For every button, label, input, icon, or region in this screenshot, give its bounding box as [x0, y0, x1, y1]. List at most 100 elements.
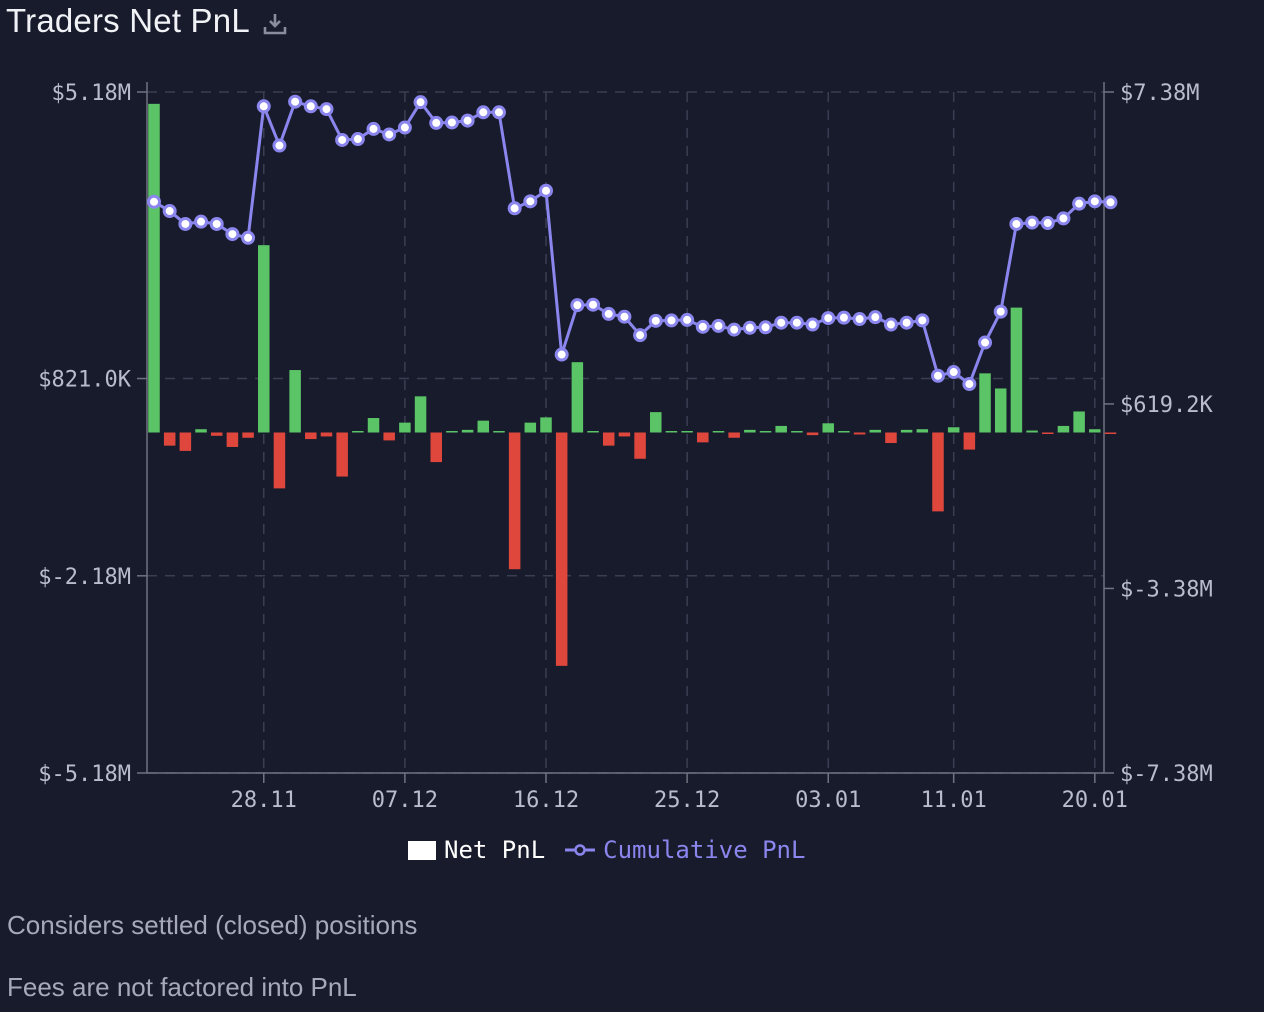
net-pnl-bar — [461, 429, 474, 433]
cumulative-pnl-point — [209, 216, 224, 231]
cumulative-pnl-point — [429, 115, 444, 130]
net-pnl-bar — [806, 432, 819, 436]
left-tick-label: $-5.18M — [38, 762, 131, 787]
cumulative-pnl-point — [476, 105, 491, 120]
net-pnl-bar — [242, 432, 254, 438]
cumulative-pnl-point — [147, 194, 161, 209]
cumulative-pnl-point — [633, 328, 648, 343]
net-pnl-bar — [587, 431, 599, 433]
legend-label-net-pnl: Net PnL — [444, 836, 546, 864]
cumulative-pnl-point — [272, 138, 287, 153]
right-tick-label: $-3.38M — [1120, 577, 1213, 602]
cumulative-pnl-point — [570, 298, 585, 313]
left-tick-label: $821.0K — [38, 368, 131, 393]
cumulative-pnl-point — [194, 214, 209, 229]
net-pnl-bar — [1104, 432, 1117, 434]
net-pnl-bar — [210, 432, 223, 436]
net-pnl-bar — [728, 432, 740, 438]
cumulative-pnl-point — [397, 120, 412, 135]
cumulative-pnl-point — [241, 230, 256, 245]
net-pnl-bar — [994, 388, 1007, 433]
download-icon[interactable] — [262, 11, 288, 37]
net-pnl-bar — [947, 427, 960, 433]
cumulative-pnl-point — [225, 227, 240, 242]
net-pnl-bar — [195, 429, 207, 433]
net-pnl-bar — [508, 432, 521, 570]
cumulative-pnl-point — [821, 311, 836, 326]
net-pnl-bar — [712, 431, 725, 433]
cumulative-pnl-point — [946, 365, 961, 380]
note-fees: Fees are not factored into PnL — [7, 972, 357, 1002]
net-pnl-bar — [963, 432, 976, 450]
cumulative-pnl-line — [153, 100, 1111, 386]
net-pnl-bar — [979, 373, 991, 433]
net-pnl-bar — [665, 431, 678, 433]
cumulative-pnl-point — [617, 309, 632, 324]
net-pnl-bar — [838, 431, 850, 433]
cumulative-pnl-point — [1087, 194, 1102, 209]
cumulative-pnl-point — [742, 320, 757, 335]
cumulative-pnl-point — [868, 310, 883, 325]
cumulative-pnl-point — [648, 313, 663, 328]
chart-title: Traders Net PnL — [6, 2, 250, 39]
net-pnl-bar — [383, 432, 395, 441]
cumulative-pnl-point — [460, 113, 475, 128]
x-tick-label: 25.12 — [654, 788, 720, 813]
cumulative-pnl-point — [711, 318, 726, 333]
cumulative-pnl-point — [1103, 195, 1118, 210]
net-pnl-bar — [226, 432, 239, 447]
cumulative-pnl-point — [1009, 216, 1024, 231]
pnl-chart: $5.18M $821.0K $-2.18M $-5.18M $7.38M $619.2K… — [38, 81, 1213, 813]
net-pnl-bar — [1073, 411, 1085, 433]
right-tick-label: $-7.38M — [1120, 762, 1213, 787]
cumulative-pnl-point — [805, 317, 820, 332]
cumulative-pnl-point — [1072, 196, 1087, 211]
cumulative-pnl-point — [444, 115, 459, 130]
cumulative-pnl-point — [695, 319, 710, 334]
net-pnl-bar — [446, 431, 458, 433]
right-tick-label: $619.2K — [1120, 393, 1213, 418]
net-pnl-bar — [273, 432, 286, 489]
net-pnl-bar — [634, 432, 646, 459]
cumulative-pnl-point — [288, 94, 303, 109]
net-pnl-bar — [869, 429, 882, 433]
net-pnl-bar — [289, 370, 301, 433]
legend-label-cumulative-pnl: Cumulative PnL — [603, 836, 806, 864]
cumulative-pnl-point — [413, 95, 428, 110]
net-pnl-bar — [1042, 432, 1054, 434]
net-pnl-bar — [163, 432, 176, 446]
cumulative-pnl-point — [978, 335, 993, 350]
net-pnl-bar — [367, 418, 380, 433]
line-marker-icon — [565, 844, 596, 856]
cumulative-pnl-point — [915, 313, 930, 328]
net-pnl-bar — [524, 422, 537, 433]
cumulative-pnl-point — [491, 105, 506, 120]
cumulative-pnl-point — [758, 320, 773, 335]
net-pnl-bar — [681, 431, 693, 433]
cumulative-pnl-point — [523, 194, 538, 209]
net-pnl-bar — [414, 396, 427, 433]
net-pnl-bar — [1057, 425, 1070, 433]
cumulative-pnl-point — [1025, 215, 1040, 230]
cumulative-pnl-point — [899, 315, 914, 330]
x-tick-label: 20.01 — [1062, 788, 1128, 813]
legend-item-net-pnl[interactable]: Net PnL — [408, 836, 545, 864]
net-pnl-bar — [399, 422, 411, 433]
cumulative-pnl-point — [350, 132, 365, 147]
cumulative-pnl-point — [836, 310, 851, 325]
cumulative-pnl-point — [852, 312, 867, 326]
cumulative-pnl-point — [507, 201, 522, 216]
legend-item-cumulative-pnl[interactable]: Cumulative PnL — [565, 836, 805, 864]
x-tick-label: 07.12 — [372, 788, 438, 813]
cumulative-pnl-point — [162, 204, 177, 219]
net-pnl-bar — [775, 425, 787, 433]
net-pnl-bar — [885, 432, 897, 444]
chart-legend: Net PnL Cumulative PnL — [408, 836, 805, 864]
net-pnl-bar — [916, 429, 929, 433]
net-pnl-bar — [1089, 429, 1101, 433]
net-pnl-bar — [791, 431, 803, 433]
net-pnl-bar — [1010, 307, 1023, 433]
net-pnl-bar — [744, 429, 756, 433]
net-pnl-bar — [932, 432, 944, 512]
cumulative-pnl-point — [931, 368, 945, 383]
